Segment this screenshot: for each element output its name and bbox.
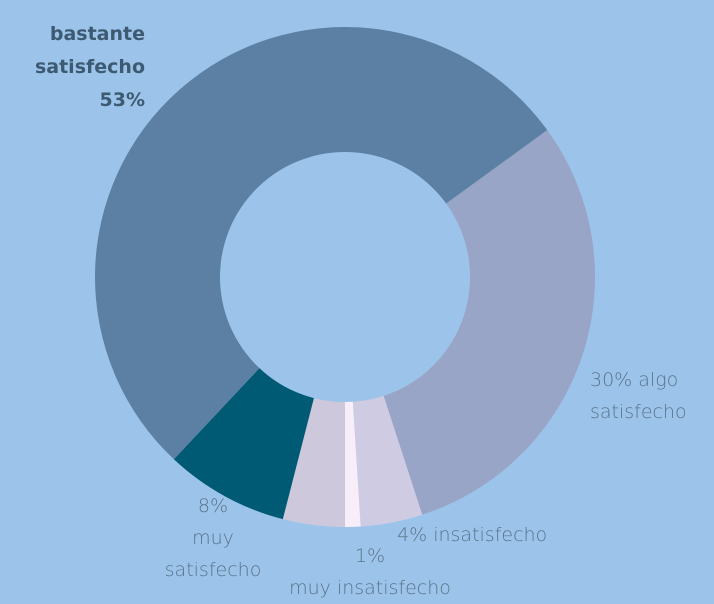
slice-value-label: 30%	[590, 369, 633, 391]
slice-category-label: muy insatisfecho	[289, 577, 451, 599]
slice-value-label: 8%	[197, 495, 229, 517]
slice-value-label: 53%	[99, 89, 145, 111]
slice-label: 30% algo satisfecho	[590, 364, 714, 428]
donut-segment	[173, 368, 314, 520]
slice-category-label: algo satisfecho	[590, 369, 687, 423]
page: (() => { const data = JSON.parse(documen…	[0, 18, 714, 599]
slice-label: 1% muy insatisfecho	[270, 540, 470, 604]
slice-value-label: 4%	[397, 524, 428, 546]
donut-segment	[345, 401, 361, 527]
slice-category-label: muy satisfecho	[164, 527, 262, 581]
donut-segment	[282, 398, 345, 527]
slice-label: 4% insatisfecho	[397, 519, 627, 551]
slice-label: 8% muy satisfecho	[153, 490, 273, 586]
donut-segment	[383, 130, 595, 515]
donut-segment	[352, 395, 423, 527]
slice-label: bastante satisfecho 53%	[0, 18, 145, 117]
donut-segment	[95, 27, 548, 460]
slice-category-label: insatisfecho	[433, 524, 548, 546]
slice-category-label: bastante satisfecho	[34, 23, 145, 78]
chart	[95, 27, 595, 527]
slice-value-label: 1%	[354, 545, 386, 567]
